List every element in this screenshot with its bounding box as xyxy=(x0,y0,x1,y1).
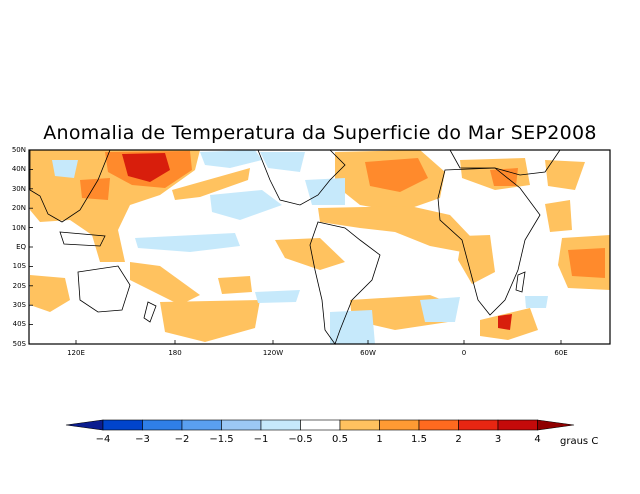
map-title: Anomalia de Temperatura da Superficie do… xyxy=(43,122,597,144)
colorbar-label: 1 xyxy=(376,434,383,445)
north-america-outline xyxy=(257,149,346,206)
colorbar-segment-10 xyxy=(458,419,499,431)
colorbar-label: −0.5 xyxy=(288,434,313,445)
colorbar-label: 4 xyxy=(534,434,541,445)
hot-anomaly-areas xyxy=(122,153,512,330)
colorbar-label: −1 xyxy=(253,434,269,445)
colorbar-label: 0.5 xyxy=(332,434,348,445)
lon-label: 0 xyxy=(461,349,467,357)
colorbar-segment-12 xyxy=(537,419,575,431)
lat-label: EQ xyxy=(16,243,26,251)
colorbar-label: 3 xyxy=(494,434,502,445)
new-zealand-outline xyxy=(143,301,157,323)
lon-label: 120W xyxy=(262,349,284,357)
colorbar xyxy=(65,419,575,431)
australia-outline xyxy=(77,265,131,313)
colorbar-label: −3 xyxy=(135,434,150,445)
colorbar-label: 1.5 xyxy=(411,434,427,445)
colorbar-label: −2 xyxy=(174,434,190,445)
lat-label: 50S xyxy=(12,340,26,348)
lat-label: 50N xyxy=(11,146,26,154)
colorbar-segment-4 xyxy=(221,419,262,431)
lat-label: 20S xyxy=(12,282,26,290)
lat-label: 40N xyxy=(11,165,26,173)
asia-outline xyxy=(29,149,111,223)
colorbar-segment-3 xyxy=(181,419,222,431)
colorbar-label: −4 xyxy=(95,434,111,445)
lat-label: 10S xyxy=(12,262,26,270)
south-america-outline xyxy=(309,221,381,345)
lon-label: 180 xyxy=(168,349,182,357)
lat-label: 30N xyxy=(11,185,26,193)
colorbar-segment-11 xyxy=(497,419,538,431)
lat-ticks xyxy=(29,149,33,345)
colorbar-segment-9 xyxy=(418,419,459,431)
lat-label: 10N xyxy=(11,224,26,232)
indonesia-outline xyxy=(59,231,106,247)
warm-anomaly-areas xyxy=(30,150,610,342)
lon-label: 60E xyxy=(554,349,568,357)
colorbar-segment-1 xyxy=(102,419,143,431)
africa-outline xyxy=(437,167,541,316)
lat-label: 30S xyxy=(12,301,26,309)
colorbar-unit-label: graus C xyxy=(560,436,599,447)
cool-anomaly-areas xyxy=(52,150,548,344)
colorbar-label: −1.5 xyxy=(209,434,234,445)
lat-label: 40S xyxy=(12,320,26,328)
colorbar-segment-2 xyxy=(142,419,183,431)
colorbar-segment-5 xyxy=(260,419,301,431)
colorbar-label: 2 xyxy=(455,434,462,445)
colorbar-segment-6 xyxy=(300,419,341,431)
colorbar-segment-0 xyxy=(65,419,104,431)
lon-label: 60W xyxy=(360,349,376,357)
lon-ticks xyxy=(75,340,562,344)
colorbar-segment-7 xyxy=(339,419,380,431)
lat-label: 20N xyxy=(11,204,26,212)
lon-label: 120E xyxy=(67,349,85,357)
madagascar-outline xyxy=(515,271,526,293)
colorbar-segment-8 xyxy=(379,419,420,431)
